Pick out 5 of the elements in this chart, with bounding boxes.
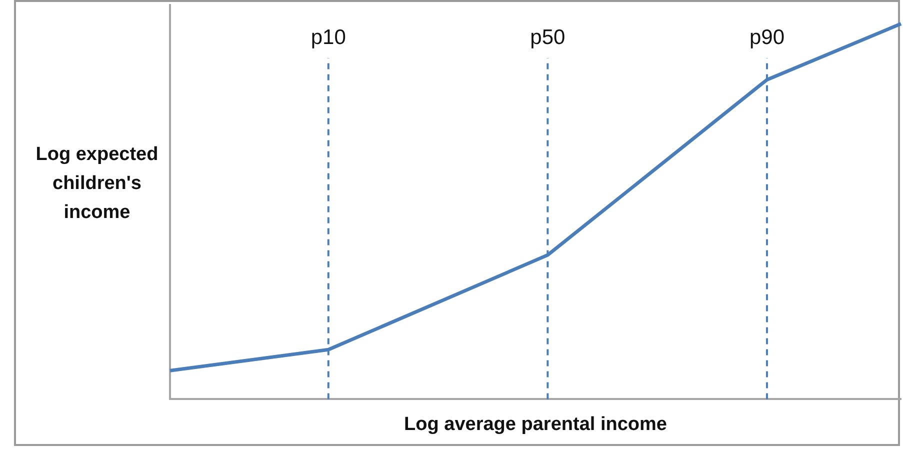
x-tick-label: p90 [749, 26, 785, 49]
x-axis-title: Log average parental income [404, 414, 667, 435]
x-tick-label: p10 [310, 26, 346, 49]
x-tick-label: p50 [530, 26, 566, 49]
y-axis-title: Log expected children's income [34, 143, 160, 225]
